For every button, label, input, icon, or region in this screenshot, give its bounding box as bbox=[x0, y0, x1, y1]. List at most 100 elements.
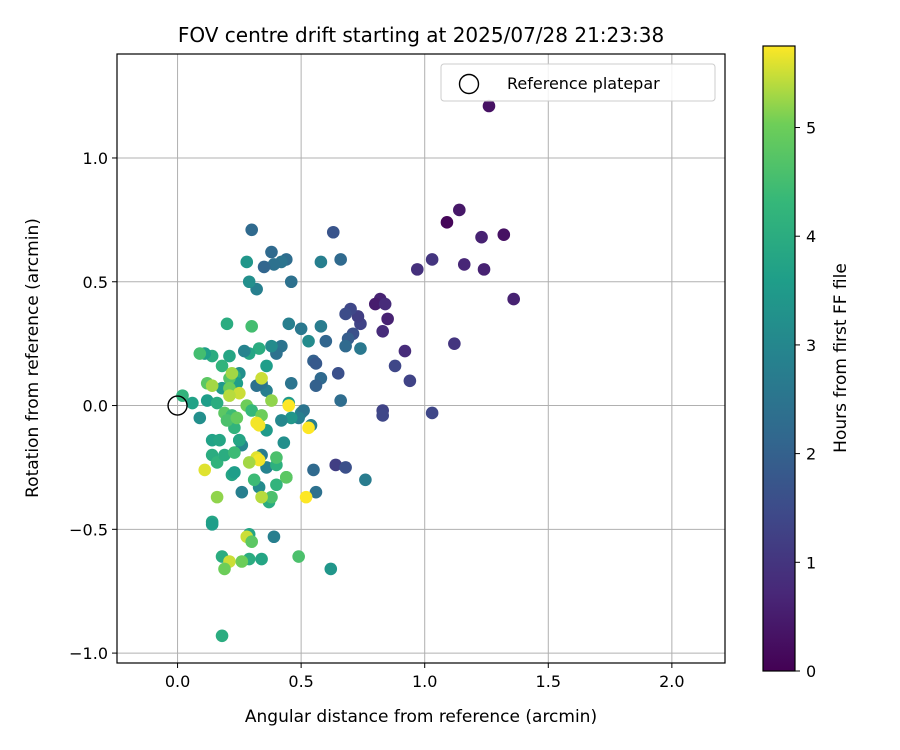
data-point bbox=[218, 562, 231, 576]
colorbar: 0 1 2 3 4 5 Hours from first FF file bbox=[762, 45, 851, 681]
data-point bbox=[223, 349, 236, 363]
legend-marker-icon bbox=[458, 73, 480, 95]
legend-box bbox=[440, 63, 716, 102]
data-point bbox=[252, 342, 266, 355]
data-point bbox=[440, 216, 454, 229]
data-point bbox=[453, 203, 466, 217]
data-point bbox=[242, 275, 256, 289]
colorbar-gradient bbox=[763, 46, 795, 671]
data-point bbox=[245, 404, 258, 417]
data-point bbox=[245, 223, 258, 237]
data-point bbox=[200, 394, 214, 407]
y-axis-label: Rotation from reference (arcmin) bbox=[23, 218, 43, 498]
data-point bbox=[307, 463, 320, 477]
data-point bbox=[324, 562, 338, 576]
y-tick-label: −0.5 bbox=[69, 520, 108, 539]
data-point bbox=[376, 409, 389, 422]
data-point bbox=[218, 448, 231, 462]
data-point bbox=[376, 324, 389, 338]
reference-platepar-marker bbox=[167, 395, 188, 416]
data-point bbox=[265, 245, 278, 259]
data-point bbox=[193, 411, 207, 425]
plot-frame bbox=[116, 53, 726, 664]
grid-lines bbox=[117, 54, 725, 663]
data-point bbox=[205, 518, 219, 531]
colorbar-label: Hours from first FF file bbox=[831, 263, 851, 453]
data-point bbox=[230, 411, 244, 425]
data-point bbox=[326, 225, 340, 239]
colorbar-tick-label: 3 bbox=[806, 336, 816, 355]
data-point bbox=[359, 473, 372, 487]
data-point bbox=[314, 255, 328, 269]
colorbar-frame bbox=[762, 45, 796, 672]
data-point bbox=[228, 466, 241, 479]
colorbar-tick-label: 2 bbox=[806, 445, 816, 464]
data-point bbox=[354, 342, 367, 355]
data-point bbox=[280, 471, 293, 484]
data-point bbox=[275, 414, 288, 427]
data-point bbox=[331, 367, 345, 380]
data-point bbox=[220, 317, 234, 331]
data-point bbox=[245, 320, 258, 333]
data-point bbox=[448, 337, 461, 350]
data-point bbox=[284, 275, 298, 289]
data-point bbox=[235, 555, 249, 568]
data-point bbox=[215, 629, 229, 643]
data-point bbox=[339, 307, 352, 321]
data-point bbox=[339, 339, 352, 353]
data-point bbox=[267, 258, 281, 271]
y-tick-label: −1.0 bbox=[69, 644, 108, 663]
y-tick-label: 1.0 bbox=[83, 149, 108, 168]
data-point bbox=[302, 334, 315, 348]
data-point bbox=[277, 436, 291, 449]
data-point bbox=[260, 359, 273, 373]
data-point bbox=[282, 317, 296, 331]
data-point bbox=[482, 99, 496, 113]
data-point bbox=[267, 530, 281, 544]
data-point bbox=[425, 406, 439, 420]
y-axis-ticks: −1.0 −0.5 0.0 0.5 1.0 bbox=[69, 149, 117, 663]
data-point bbox=[302, 421, 315, 435]
data-point bbox=[242, 456, 256, 469]
data-point bbox=[215, 359, 229, 373]
data-point bbox=[235, 485, 249, 499]
x-tick-label: 2.0 bbox=[659, 672, 684, 691]
data-point bbox=[403, 374, 417, 388]
data-point bbox=[220, 414, 234, 427]
data-point bbox=[265, 490, 278, 504]
data-point bbox=[309, 357, 323, 370]
data-point bbox=[205, 379, 219, 393]
data-point bbox=[309, 485, 323, 499]
data-point bbox=[176, 389, 189, 402]
data-point bbox=[255, 372, 268, 385]
data-point bbox=[507, 292, 520, 306]
data-point bbox=[477, 263, 491, 276]
data-point bbox=[213, 433, 226, 447]
data-point bbox=[475, 230, 488, 244]
data-point bbox=[319, 334, 333, 348]
data-point bbox=[245, 535, 258, 548]
data-point bbox=[255, 490, 268, 504]
data-point bbox=[294, 322, 308, 336]
data-point bbox=[225, 367, 239, 380]
colorbar-ticks: 0 1 2 3 4 5 bbox=[795, 119, 816, 681]
data-point bbox=[381, 312, 394, 326]
data-point bbox=[210, 396, 224, 410]
data-point bbox=[265, 339, 278, 353]
legend: Reference platepar bbox=[440, 63, 716, 102]
data-point bbox=[252, 453, 266, 467]
legend-entry-label: Reference platepar bbox=[507, 74, 660, 93]
data-point bbox=[198, 463, 212, 477]
y-tick-label: 0.0 bbox=[83, 397, 108, 416]
data-point bbox=[425, 253, 439, 266]
data-point bbox=[334, 253, 347, 266]
data-point bbox=[329, 458, 343, 472]
data-point bbox=[334, 394, 347, 407]
data-point bbox=[388, 359, 402, 373]
colorbar-tick-label: 1 bbox=[806, 553, 816, 572]
data-point bbox=[193, 347, 207, 360]
x-tick-label: 0.0 bbox=[165, 672, 190, 691]
data-point bbox=[299, 490, 313, 504]
data-point bbox=[237, 344, 251, 358]
